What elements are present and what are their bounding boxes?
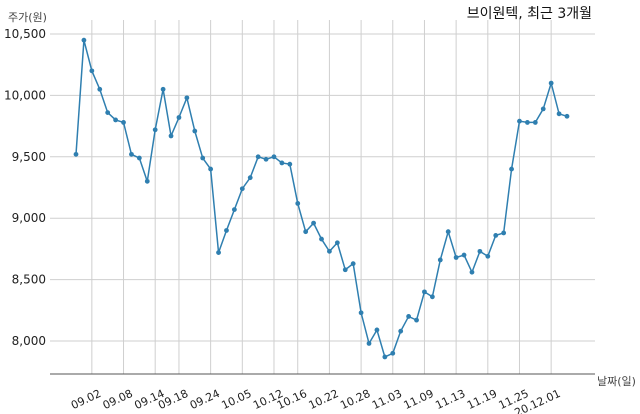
data-point	[144, 178, 150, 184]
data-point	[382, 354, 388, 360]
data-point	[469, 269, 475, 275]
data-point	[271, 154, 277, 160]
data-point	[73, 151, 79, 157]
data-point	[358, 310, 364, 316]
data-point	[105, 110, 111, 115]
data-point	[184, 95, 190, 101]
data-point	[414, 317, 419, 323]
data-point	[319, 236, 324, 242]
data-point	[113, 117, 118, 123]
data-point	[350, 261, 356, 267]
data-point	[390, 350, 396, 356]
data-point	[81, 37, 87, 43]
y-tick-label: 10,500	[4, 27, 46, 41]
y-tick-label: 10,000	[4, 88, 46, 102]
x-tick-label: 09.08	[101, 387, 135, 412]
x-tick-label: 09.24	[188, 387, 222, 412]
data-point	[461, 252, 467, 258]
chart-title: 브이원텍, 최근 3개월	[467, 6, 592, 22]
x-tick-label: 09.02	[69, 387, 103, 412]
data-point	[303, 229, 309, 235]
data-point	[255, 154, 261, 160]
data-point	[406, 314, 412, 319]
data-point	[97, 86, 103, 92]
data-point	[129, 151, 134, 157]
x-tick-label: 10.22	[307, 387, 341, 412]
data-point	[509, 166, 514, 172]
x-tick-label: 10.05	[220, 387, 254, 412]
x-axis-title: 날짜(일)	[597, 374, 636, 388]
data-point	[152, 127, 158, 133]
data-point	[160, 86, 166, 92]
x-tick-label: 10.28	[338, 387, 372, 412]
data-point	[334, 240, 340, 246]
data-point	[437, 257, 443, 263]
x-tick-label: 11.13	[433, 387, 467, 412]
data-point	[136, 155, 142, 161]
data-point	[422, 289, 427, 295]
data-point	[192, 128, 198, 134]
data-point	[247, 175, 253, 181]
x-tick-labels: 09.0209.0809.1409.1809.2410.0510.1210.16…	[69, 387, 562, 414]
data-point	[517, 118, 522, 124]
data-point	[287, 161, 293, 167]
data-point	[208, 166, 214, 172]
data-point	[525, 120, 530, 125]
data-point	[311, 220, 316, 226]
data-point	[485, 253, 491, 259]
y-tick-labels: 8,000 8,500 9,000 9,500 10,000 10,500	[4, 27, 46, 348]
data-point	[556, 111, 562, 117]
data-point	[200, 155, 206, 161]
data-point	[453, 255, 459, 260]
data-point	[295, 201, 301, 206]
data-point	[540, 106, 546, 112]
price-series-points	[73, 37, 570, 360]
data-point	[231, 207, 237, 213]
data-point	[263, 156, 269, 162]
data-point	[445, 229, 451, 235]
y-tick-label: 9,500	[12, 150, 46, 164]
data-point	[176, 115, 182, 120]
data-point	[374, 327, 380, 333]
data-point	[564, 113, 570, 119]
data-point	[398, 328, 404, 334]
data-point	[501, 230, 507, 236]
data-point	[224, 228, 229, 233]
price-series-line	[75, 39, 568, 359]
data-point	[239, 186, 245, 192]
data-point	[548, 80, 554, 86]
y-tick-label: 8,000	[12, 334, 46, 348]
data-point	[216, 250, 221, 255]
data-point	[168, 133, 174, 139]
data-point	[279, 160, 285, 166]
y-axis-title: 주가(원)	[8, 11, 47, 24]
x-tick-label: 11.03	[370, 387, 404, 412]
x-tick-label: 11.19	[465, 387, 499, 412]
y-tick-label: 8,500	[12, 273, 46, 287]
grid-layer	[50, 20, 595, 374]
data-point	[477, 248, 483, 254]
data-point	[342, 267, 348, 273]
data-point	[429, 294, 435, 300]
data-point	[327, 248, 332, 254]
x-tick-label: 11.09	[402, 387, 436, 412]
data-point	[89, 68, 95, 74]
data-point	[366, 341, 372, 346]
data-point	[493, 232, 499, 238]
y-tick-label: 9,000	[12, 211, 46, 225]
data-point	[121, 120, 126, 125]
data-point	[532, 120, 538, 125]
